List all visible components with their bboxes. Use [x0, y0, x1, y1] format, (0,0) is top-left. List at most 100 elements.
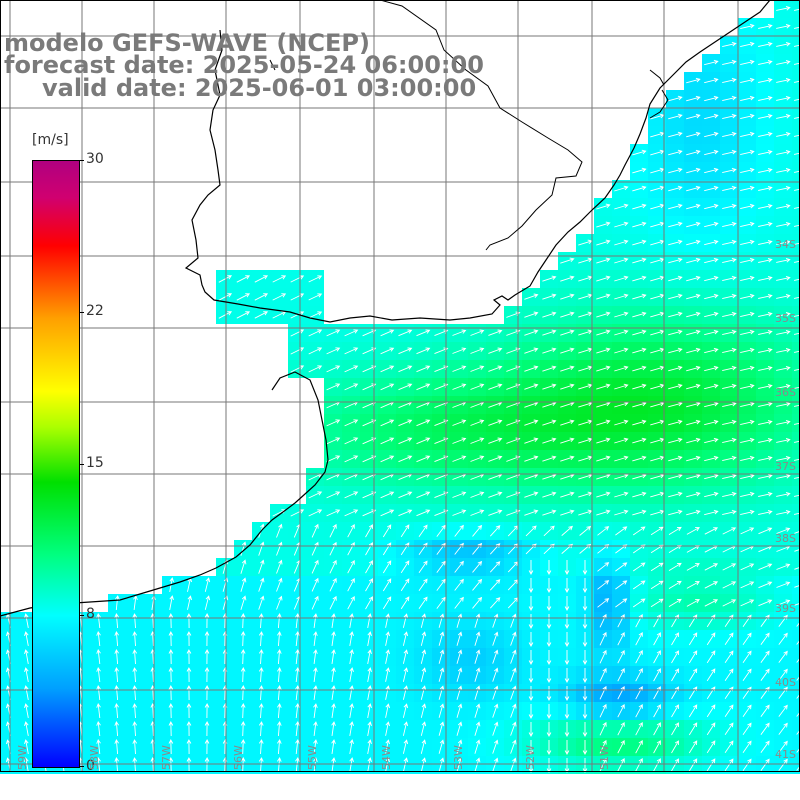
wind-vector-arrow — [438, 685, 445, 700]
wind-vector-arrow — [758, 275, 773, 281]
wind-vector-arrow — [385, 631, 391, 646]
colorbar-tickmark — [79, 464, 84, 465]
wind-vector-arrow — [704, 221, 719, 228]
wind-vector-arrow — [488, 419, 503, 426]
wind-vector-arrow — [740, 41, 755, 48]
wind-vector-arrow — [668, 509, 683, 516]
wind-vector-arrow — [668, 580, 682, 589]
wind-vector-arrow — [349, 667, 354, 682]
wind-vector-arrow — [186, 757, 192, 773]
wind-vector-arrow — [671, 704, 679, 718]
wind-vector-arrow — [794, 458, 800, 461]
wind-vector-arrow — [204, 595, 211, 610]
wind-vector-arrow — [582, 560, 588, 575]
wind-vector-arrow — [796, 747, 800, 753]
wind-vector-arrow — [542, 365, 557, 372]
wind-vector-arrow — [776, 5, 791, 11]
wind-vector-arrow — [722, 509, 737, 516]
wind-vector-arrow — [794, 80, 800, 83]
wind-vector-arrow — [704, 527, 719, 535]
wind-vector-arrow — [474, 703, 481, 718]
wind-speed-cell — [792, 522, 800, 540]
wind-vector-arrow — [632, 239, 647, 246]
wind-vector-arrow — [114, 631, 119, 647]
wind-vector-arrow — [740, 185, 755, 192]
wind-vector-arrow — [380, 509, 395, 517]
wind-vector-arrow — [704, 239, 719, 246]
wind-vector-arrow — [313, 685, 318, 700]
wind-vector-arrow — [114, 739, 119, 755]
longitude-label: 55W — [306, 745, 319, 770]
wind-vector-arrow — [722, 221, 737, 228]
wind-vector-arrow — [452, 365, 467, 372]
wind-vector-arrow — [240, 721, 246, 737]
wind-vector-arrow — [635, 613, 643, 628]
wind-vector-arrow — [488, 491, 503, 498]
wind-speed-cell — [792, 288, 800, 306]
wind-vector-arrow — [778, 668, 788, 681]
wind-vector-arrow — [308, 293, 323, 301]
wind-vector-arrow — [776, 419, 791, 425]
wind-vector-arrow — [240, 559, 247, 574]
wind-vector-arrow — [510, 613, 517, 628]
wind-vector-arrow — [704, 185, 719, 192]
wind-vector-arrow — [760, 740, 770, 753]
coastline-interior — [269, 0, 669, 251]
wind-vector-arrow — [582, 740, 588, 755]
wind-vector-arrow — [704, 293, 719, 300]
wind-vector-arrow — [488, 347, 503, 354]
wind-vector-arrow — [420, 739, 427, 754]
chart-title-line2: forecast date: 2025-05-24 06:00:00 — [4, 51, 484, 79]
wind-vector-arrow — [295, 631, 300, 647]
wind-vector-arrow — [596, 491, 611, 498]
wind-vector-arrow — [704, 59, 719, 66]
wind-vector-arrow — [489, 525, 501, 537]
wind-vector-arrow — [524, 293, 539, 300]
wind-vector-arrow — [758, 149, 773, 155]
wind-vector-arrow — [794, 494, 800, 497]
wind-vector-arrow — [650, 580, 664, 590]
colorbar-tick-label: 30 — [86, 151, 104, 167]
wind-vector-arrow — [650, 526, 664, 536]
wind-vector-arrow — [472, 578, 483, 591]
wind-vector-arrow — [668, 491, 683, 498]
wind-vector-arrow — [668, 329, 683, 336]
wind-vector-arrow — [668, 95, 683, 102]
wind-vector-arrow — [758, 473, 773, 479]
wind-vector-arrow — [367, 631, 372, 646]
wind-vector-arrow — [758, 257, 773, 263]
wind-vector-arrow — [776, 329, 791, 335]
wind-vector-arrow — [254, 275, 269, 283]
wind-vector-arrow — [258, 649, 264, 665]
wind-vector-arrow — [349, 649, 354, 664]
wind-vector-arrow — [524, 383, 539, 390]
longitude-label: 51W — [598, 745, 611, 770]
wind-vector-arrow — [776, 59, 791, 65]
wind-vector-arrow — [740, 563, 755, 571]
wind-vector-arrow — [528, 632, 534, 647]
wind-vector-arrow — [758, 131, 773, 137]
colorbar-tick-label: 0 — [86, 758, 95, 774]
wind-vector-arrow — [349, 703, 354, 718]
wind-vector-arrow — [758, 95, 773, 101]
wind-vector-arrow — [722, 311, 737, 318]
wind-vector-arrow — [472, 560, 483, 573]
wind-vector-arrow — [398, 455, 413, 463]
wind-vector-arrow — [686, 113, 701, 120]
wind-vector-arrow — [794, 98, 800, 101]
wind-vector-arrow — [740, 167, 755, 174]
wind-vector-arrow — [671, 740, 679, 754]
wind-speed-cell — [792, 378, 800, 396]
wind-vector-arrow — [704, 329, 719, 336]
wind-vector-arrow — [456, 757, 463, 772]
wind-vector-arrow — [617, 667, 625, 682]
wind-vector-arrow — [758, 365, 773, 371]
wind-vector-arrow — [686, 257, 701, 264]
wind-vector-arrow — [582, 578, 588, 593]
wind-vector-arrow — [331, 739, 336, 754]
wind-vector-arrow — [582, 596, 588, 611]
wind-vector-arrow — [722, 599, 737, 607]
wind-vector-arrow — [329, 577, 337, 592]
wind-vector-arrow — [416, 491, 431, 499]
wind-vector-arrow — [510, 757, 517, 772]
